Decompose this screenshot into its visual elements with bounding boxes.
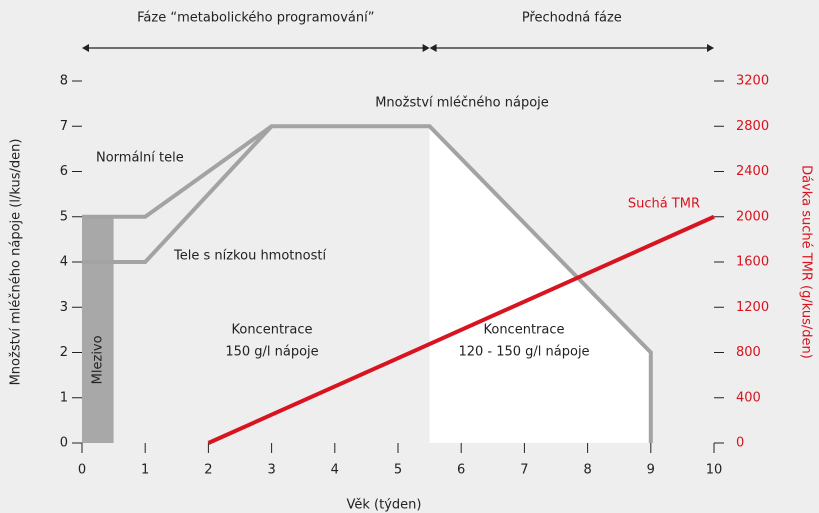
y-tick-label: 2 (60, 345, 68, 360)
y2-tick-label: 400 (736, 390, 761, 405)
colostrum-bar (82, 216, 114, 443)
x-tick-label: 9 (647, 463, 655, 478)
y-tick-label: 3 (60, 300, 68, 315)
y-tick-label: 1 (60, 390, 68, 405)
y2-tick-label: 3200 (736, 74, 769, 89)
annotation: Koncentrace (231, 323, 312, 338)
x-axis-label: Věk (týden) (347, 498, 422, 513)
series-line (82, 124, 653, 443)
y2-tick-label: 1600 (736, 255, 769, 270)
phase-label: Přechodná fáze (522, 11, 622, 26)
y-tick-label: 5 (60, 209, 68, 224)
series-label: Tele s nízkou hmotností (173, 249, 326, 264)
x-tick-label: 5 (394, 463, 402, 478)
x-tick-label: 6 (457, 463, 465, 478)
phase-label: Fáze “metabolického programování” (137, 11, 374, 26)
x-tick-label: 2 (204, 463, 212, 478)
x-tick-label: 0 (78, 463, 86, 478)
x-tick-label: 1 (141, 463, 149, 478)
annotation: Koncentrace (483, 323, 564, 338)
y2-tick-label: 800 (736, 345, 761, 360)
annotation: 150 g/l nápoje (225, 345, 318, 360)
series-line (207, 214, 715, 445)
x-tick-label: 8 (583, 463, 591, 478)
x-tick-label: 4 (331, 463, 339, 478)
y-tick-label: 6 (60, 164, 68, 179)
y-axis-label: Množství mléčného nápoje (l/kus/den) (9, 139, 24, 386)
series-label: Normální tele (96, 151, 184, 166)
x-tick-label: 3 (267, 463, 275, 478)
colostrum-label: Mlezivo (90, 335, 105, 384)
y-tick-label: 8 (60, 74, 68, 89)
annotation: Množství mléčného nápoje (375, 96, 549, 111)
y2-tick-label: 1200 (736, 300, 769, 315)
series-label: Suchá TMR (628, 197, 700, 212)
y2-axis-label: Dávka suché TMR (g/kus/den) (799, 165, 814, 359)
y-tick-label: 7 (60, 119, 68, 134)
y2-tick-label: 2400 (736, 164, 769, 179)
x-tick-label: 7 (520, 463, 528, 478)
series-line (82, 124, 274, 264)
y2-tick-label: 2800 (736, 119, 769, 134)
annotation: 120 - 150 g/l nápoje (458, 345, 589, 360)
y-tick-label: 0 (60, 436, 68, 451)
y-tick-label: 4 (60, 255, 68, 270)
y2-tick-label: 2000 (736, 209, 769, 224)
x-tick-label: 10 (706, 463, 723, 478)
transition-shade (429, 126, 651, 443)
y2-tick-label: 0 (736, 436, 744, 451)
